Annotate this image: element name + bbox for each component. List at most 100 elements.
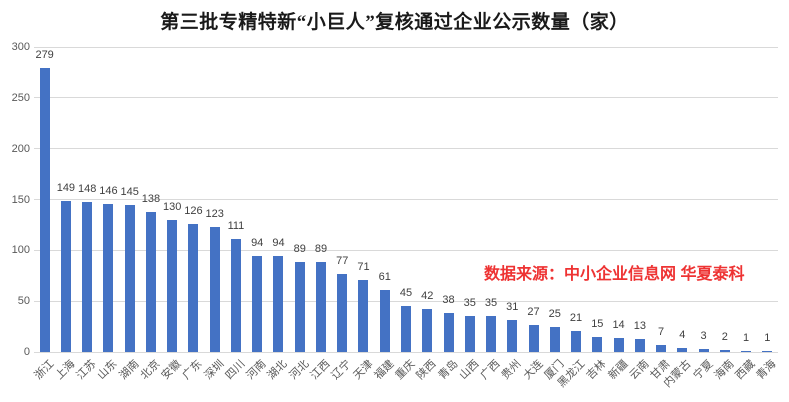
category-label-重庆: 重庆 [393, 358, 418, 383]
bar-辽宁 [337, 274, 348, 352]
bar-浙江 [39, 68, 50, 352]
bar-天津 [358, 280, 369, 352]
value-label-河南: 94 [251, 237, 264, 249]
category-label-上海: 上海 [53, 358, 78, 383]
gridline-50 [34, 300, 778, 302]
ytick-label-250: 250 [11, 91, 30, 104]
bar-湖北 [273, 256, 284, 352]
value-label-吉林: 15 [591, 318, 604, 330]
bar-内蒙古 [677, 348, 688, 352]
category-label-贵州: 贵州 [499, 358, 524, 383]
bar-四川 [230, 239, 241, 352]
value-label-重庆: 45 [399, 287, 413, 299]
ytick-label-100: 100 [11, 244, 30, 257]
value-label-黑龙江: 21 [569, 312, 583, 324]
category-label-天津: 天津 [350, 358, 375, 383]
bar-黑龙江 [571, 331, 582, 352]
bar-河北 [294, 262, 305, 352]
value-label-山东: 146 [99, 185, 118, 197]
data-source-note: 数据来源：中小企业信息网 华夏泰科 [484, 266, 745, 283]
value-label-厦门: 25 [548, 308, 561, 320]
category-label-宁夏: 宁夏 [691, 358, 716, 383]
bar-湖南 [124, 205, 135, 352]
category-label-大连: 大连 [520, 358, 546, 383]
category-label-广西: 广西 [478, 358, 503, 383]
category-label-福建: 福建 [372, 358, 397, 383]
category-label-湖南: 湖南 [117, 358, 142, 383]
chart-title: 第三批专精特新“小巨人”复核通过企业公示数量（家） [160, 12, 629, 33]
value-label-上海: 149 [56, 182, 76, 194]
bar-贵州 [507, 320, 518, 352]
bar-宁夏 [698, 349, 709, 352]
ytick-label-150: 150 [11, 193, 30, 206]
value-label-贵州: 31 [506, 301, 519, 313]
value-label-陕西: 42 [421, 290, 434, 302]
ytick-label-300: 300 [11, 41, 30, 53]
value-label-海南: 2 [721, 331, 728, 343]
value-label-四川: 111 [227, 220, 245, 232]
value-label-安徽: 130 [162, 201, 182, 213]
value-label-广西: 35 [484, 297, 498, 309]
bar-重庆 [401, 306, 411, 352]
value-label-浙江: 279 [35, 49, 54, 61]
value-label-青海: 1 [764, 332, 771, 344]
gridline-250 [34, 97, 778, 99]
bar-云南 [634, 339, 645, 352]
category-label-辽宁: 辽宁 [329, 358, 354, 383]
value-label-辽宁: 77 [336, 255, 349, 267]
category-label-深圳: 深圳 [202, 358, 227, 383]
category-label-河北: 河北 [287, 358, 312, 383]
bar-陕西 [422, 309, 433, 352]
value-label-江苏: 148 [77, 183, 97, 195]
bar-山东 [103, 204, 114, 352]
value-label-深圳: 123 [205, 208, 224, 220]
value-label-湖南: 145 [120, 186, 139, 198]
bar-北京 [145, 212, 156, 352]
category-label-西藏: 西藏 [733, 358, 758, 383]
bar-江苏 [82, 202, 93, 352]
value-label-福建: 61 [378, 271, 391, 283]
value-label-西藏: 1 [743, 332, 750, 344]
value-label-青岛: 38 [442, 294, 455, 306]
category-label-湖北: 湖北 [265, 358, 290, 383]
bar-青海 [762, 351, 773, 352]
bar-福建 [379, 290, 390, 352]
bar-厦门 [549, 327, 560, 352]
value-label-北京: 138 [141, 193, 161, 205]
bar-新疆 [613, 338, 624, 352]
category-label-山东: 山东 [95, 358, 120, 383]
value-label-新疆: 14 [612, 319, 625, 331]
ytick-label-200: 200 [11, 142, 30, 155]
category-label-四川: 四川 [223, 358, 248, 383]
bar-江西 [315, 262, 326, 352]
bar-甘肃 [656, 345, 667, 352]
category-label-安徽: 安徽 [159, 358, 184, 383]
bar-西藏 [741, 351, 752, 352]
bar-广西 [486, 316, 497, 352]
gridline-0 [34, 351, 778, 353]
value-label-大连: 27 [527, 306, 540, 318]
category-label-山西: 山西 [457, 358, 482, 383]
bar-山西 [464, 316, 475, 352]
gridline-100 [34, 249, 778, 251]
category-label-青海: 青海 [754, 358, 779, 383]
value-label-甘肃: 7 [658, 326, 665, 338]
ytick-label-50: 50 [17, 295, 30, 308]
bar-吉林 [592, 337, 603, 352]
category-label-新疆: 新疆 [606, 358, 631, 383]
value-label-广东: 126 [184, 205, 203, 217]
bar-安徽 [167, 220, 178, 352]
bar-青岛 [443, 313, 454, 352]
value-label-江西: 89 [314, 243, 328, 255]
gridline-200 [34, 148, 778, 150]
value-label-山西: 35 [463, 297, 476, 309]
value-label-天津: 71 [357, 261, 370, 273]
bar-大连 [528, 325, 539, 352]
category-label-青岛: 青岛 [435, 358, 461, 383]
category-label-江苏: 江苏 [74, 358, 99, 383]
category-label-江西: 江西 [308, 358, 333, 383]
category-label-吉林: 吉林 [584, 358, 609, 383]
bar-海南 [719, 350, 730, 352]
value-label-云南: 13 [633, 320, 646, 332]
